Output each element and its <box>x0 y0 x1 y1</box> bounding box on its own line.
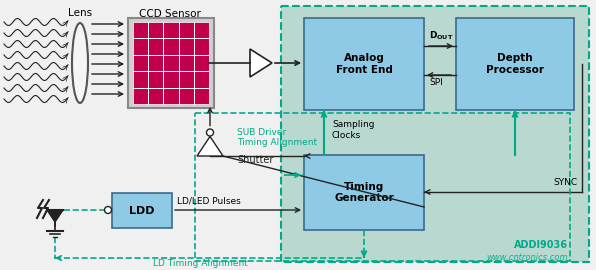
Bar <box>133 22 209 104</box>
Text: LD/LED Pulses: LD/LED Pulses <box>177 197 241 206</box>
Text: Timing
Generator: Timing Generator <box>334 182 394 203</box>
Text: CCD Sensor: CCD Sensor <box>139 9 201 19</box>
Ellipse shape <box>72 23 88 103</box>
Bar <box>195 113 570 261</box>
Text: www.cntronics.com: www.cntronics.com <box>486 253 568 262</box>
Polygon shape <box>250 49 272 77</box>
Text: Lens: Lens <box>68 8 92 18</box>
Text: $\mathbf{D}_{\mathbf{OUT}}$: $\mathbf{D}_{\mathbf{OUT}}$ <box>429 29 454 42</box>
Text: Analog
Front End: Analog Front End <box>336 53 392 75</box>
Text: SPI: SPI <box>429 78 443 87</box>
Text: SYNC: SYNC <box>553 178 577 187</box>
Text: LDD: LDD <box>129 205 155 215</box>
Bar <box>112 193 172 228</box>
Bar <box>304 18 424 110</box>
Text: Shutter: Shutter <box>237 155 274 165</box>
Text: LD Timing Alignment: LD Timing Alignment <box>153 258 247 268</box>
Text: SUB Driver
Timing Alignment: SUB Driver Timing Alignment <box>237 128 317 147</box>
Circle shape <box>206 129 213 136</box>
Circle shape <box>104 207 111 214</box>
Bar <box>456 18 574 110</box>
Text: Depth
Processor: Depth Processor <box>486 53 544 75</box>
Text: Sampling
Clocks: Sampling Clocks <box>332 120 374 140</box>
FancyBboxPatch shape <box>281 6 589 262</box>
Bar <box>304 155 424 230</box>
Polygon shape <box>47 210 63 222</box>
Bar <box>128 18 214 108</box>
Text: ADDI9036: ADDI9036 <box>514 240 568 250</box>
Polygon shape <box>197 137 223 156</box>
